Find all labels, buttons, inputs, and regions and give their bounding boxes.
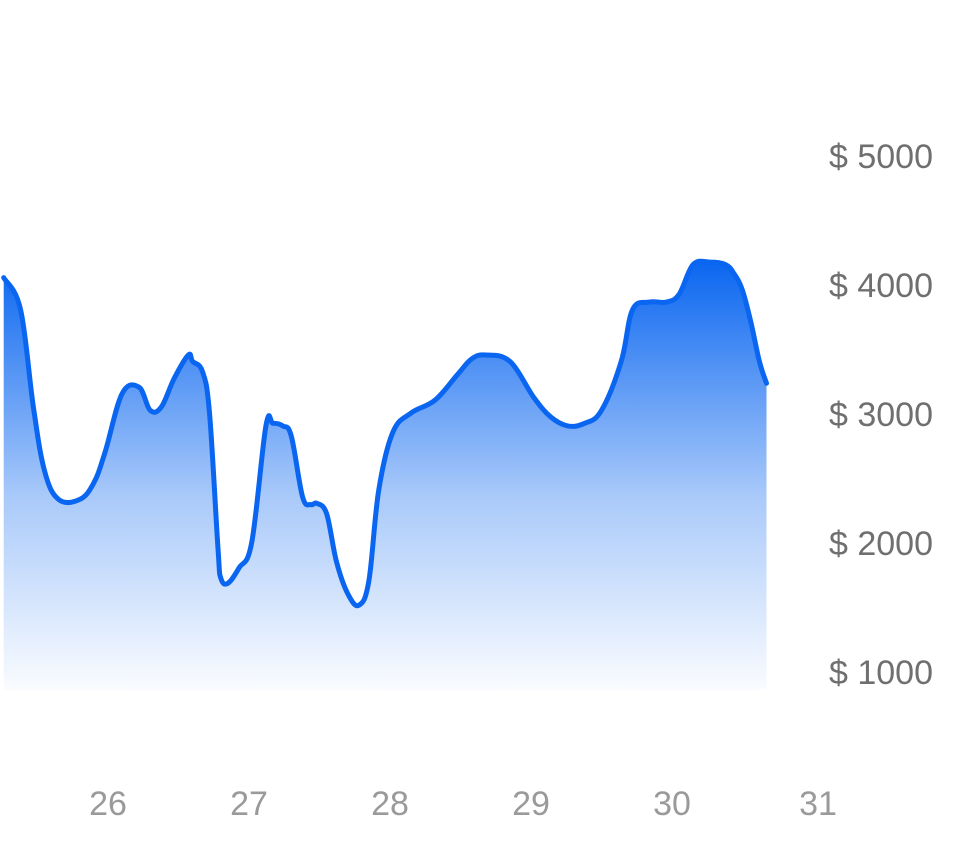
x-axis-labels: 26 27 28 29 30 31	[89, 785, 837, 823]
y-tick-label: $ 1000	[829, 654, 933, 692]
y-tick-label: $ 2000	[829, 525, 933, 563]
y-axis-labels: $ 5000 $ 4000 $ 3000 $ 2000 $ 1000	[829, 138, 933, 692]
x-tick-label: 26	[89, 785, 127, 823]
x-tick-label: 30	[653, 785, 691, 823]
x-tick-label: 31	[799, 785, 837, 823]
x-tick-label: 28	[371, 785, 409, 823]
x-tick-label: 27	[230, 785, 268, 823]
area-fill	[3, 261, 767, 690]
y-tick-label: $ 3000	[829, 396, 933, 434]
series-line	[1, 258, 769, 609]
x-tick-label: 29	[512, 785, 550, 823]
y-tick-label: $ 5000	[829, 138, 933, 176]
y-tick-label: $ 4000	[829, 267, 933, 305]
